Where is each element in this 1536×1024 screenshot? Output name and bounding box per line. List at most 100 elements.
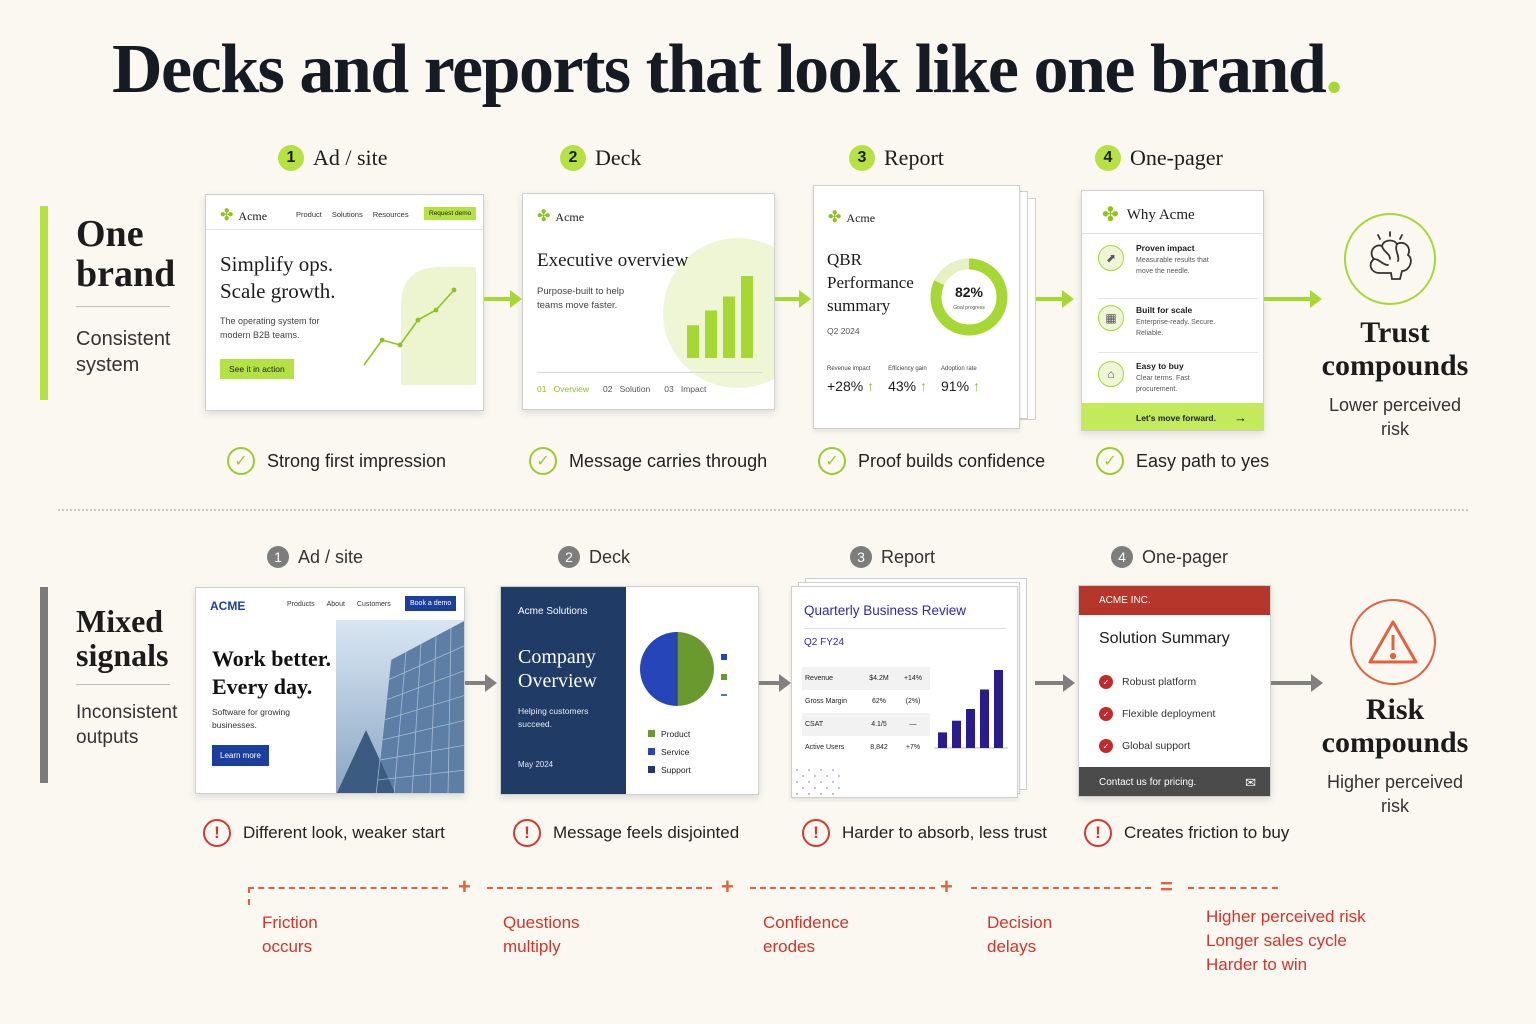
trend-point bbox=[397, 342, 403, 348]
report-period: Q2 FY24 bbox=[804, 637, 845, 648]
issue-item: ! Creates friction to buy bbox=[1084, 819, 1289, 847]
report-mockup: ✤ Acme QBR Performance summary Q2 2024 82% … bbox=[813, 185, 1020, 429]
divider bbox=[804, 628, 1006, 629]
acme-inc-header: ACME INC. bbox=[1079, 586, 1270, 615]
step-header: 2 Deck bbox=[558, 546, 630, 568]
clover-icon: ✤ bbox=[220, 207, 234, 224]
solution-summary-title: Solution Summary bbox=[1099, 630, 1230, 647]
deck-mockup-alt: Acme Solutions Company Overview Helping c… bbox=[500, 586, 759, 795]
alert-icon: ! bbox=[513, 819, 541, 847]
deck-date: May 2024 bbox=[518, 760, 554, 769]
check-item: ✓ Strong first impression bbox=[227, 447, 446, 475]
report-bar bbox=[980, 689, 989, 748]
dot-pattern bbox=[796, 769, 840, 795]
deck-body: Helping customers succeed. bbox=[518, 706, 589, 729]
row-title-one-brand: One brand bbox=[76, 213, 176, 295]
check-icon: ✓ bbox=[1099, 707, 1113, 721]
issue-item: ! Message feels disjointed bbox=[513, 819, 739, 847]
tab-divider bbox=[537, 372, 762, 373]
table-row: CSAT 4.1/5— bbox=[802, 713, 930, 736]
row-divider bbox=[76, 306, 170, 307]
metric: Adoption rate 91% ↑ bbox=[941, 366, 980, 394]
trend-point bbox=[451, 287, 457, 293]
check-icon: ✓ bbox=[529, 447, 557, 475]
report-title: Quarterly Business Review bbox=[804, 603, 967, 618]
pie-chart bbox=[640, 632, 714, 706]
see-it-in-action-button: See it in action bbox=[220, 359, 294, 379]
report-title: QBR Performance summary bbox=[827, 250, 914, 315]
section-divider bbox=[58, 509, 1468, 511]
deck-bar-chart bbox=[687, 276, 753, 358]
row-title-mixed-signals: Mixed signals bbox=[76, 603, 169, 673]
arrow-right-icon: → bbox=[1234, 410, 1247, 425]
pattern-dot bbox=[802, 775, 804, 777]
legend-swatch bbox=[721, 694, 727, 696]
ad-body: The operating system for modern B2B teams… bbox=[220, 316, 320, 340]
trend-line bbox=[363, 289, 455, 366]
clover-icon: ✤ bbox=[1102, 204, 1119, 226]
row-subtitle: Consistent system bbox=[76, 328, 171, 376]
check-icon: ✓ bbox=[1099, 675, 1113, 689]
nav-divider bbox=[206, 229, 483, 230]
request-demo-button: Request demo bbox=[424, 207, 477, 220]
list-item: ✓ Robust platform bbox=[1099, 666, 1215, 698]
pie-slice bbox=[677, 632, 714, 706]
benefit-list: ⬈ Proven impact Measurable results that mo… bbox=[1098, 243, 1258, 407]
tab-solution: 02 Solution bbox=[603, 384, 651, 394]
list-item: ✓ Flexible deployment bbox=[1099, 698, 1215, 730]
report-bar bbox=[994, 670, 1003, 748]
arrow-up-icon: ↑ bbox=[972, 378, 980, 394]
pattern-dot bbox=[838, 787, 840, 789]
step-header: 4 One-pager bbox=[1095, 145, 1223, 171]
step-header: 1 Ad / site bbox=[278, 145, 388, 171]
flow-arrow bbox=[775, 290, 811, 308]
plus-sign: + bbox=[940, 874, 953, 899]
pattern-dot bbox=[808, 781, 810, 783]
deck-tabs: 01 Overview 02 Solution 03 Impact bbox=[537, 384, 706, 394]
office-building-image bbox=[336, 620, 464, 793]
pattern-dot bbox=[796, 781, 798, 783]
home-icon: ⌂ bbox=[1098, 361, 1124, 387]
dash-line bbox=[750, 887, 935, 889]
contact-footer: Contact us for pricing. ✉ bbox=[1079, 767, 1270, 796]
why-acme-heading: ✤ Why Acme bbox=[1102, 204, 1195, 226]
legend-swatch bbox=[721, 654, 727, 660]
deck-mockup: ✤ Acme Executive overview Purpose-built t… bbox=[522, 193, 775, 410]
flow-arrow bbox=[1035, 674, 1075, 692]
outcome-title: Risk compounds bbox=[1321, 693, 1469, 759]
acme-logo: ✤ Acme bbox=[828, 209, 876, 226]
one-pager-mockup: ✤ Why Acme ⬈ Proven impact Measurable resu… bbox=[1081, 190, 1264, 431]
alert-icon: ! bbox=[1084, 819, 1112, 847]
flow-arrow bbox=[465, 674, 497, 692]
check-icon: ✓ bbox=[1096, 447, 1124, 475]
pattern-dot bbox=[826, 787, 828, 789]
pattern-dot bbox=[814, 787, 816, 789]
plus-sign: + bbox=[458, 874, 471, 899]
deck-title: Executive overview bbox=[537, 250, 689, 271]
deck-decor-circle bbox=[663, 238, 774, 388]
outcome-title: Trust compounds bbox=[1321, 316, 1469, 382]
flow-arrow bbox=[1271, 674, 1323, 692]
acme-logo: ✤ Acme bbox=[220, 207, 268, 224]
table-row: Revenue $4.2M +14% bbox=[802, 667, 930, 690]
table-row: Active Users 8,842 +7% bbox=[805, 744, 921, 751]
deck-navy-panel bbox=[501, 587, 626, 794]
donut-label: Goal progress bbox=[953, 305, 985, 311]
equation-result: Higher perceived risk Longer sales cycle H… bbox=[1206, 907, 1366, 974]
pattern-dot bbox=[796, 769, 798, 771]
row-accent-bar bbox=[40, 587, 48, 783]
pattern-dot bbox=[808, 769, 810, 771]
outcome-subtitle: Higher perceived risk bbox=[1326, 772, 1464, 816]
row-divider bbox=[76, 684, 170, 685]
deck-title: Company Overview bbox=[518, 646, 597, 692]
page-title: Decks and reports that look like one bra… bbox=[112, 31, 1343, 108]
pattern-dot bbox=[808, 793, 810, 795]
pattern-dot bbox=[820, 769, 822, 771]
clover-icon: ✤ bbox=[828, 209, 842, 226]
lets-move-forward-bar: Let's move forward. → bbox=[1082, 403, 1263, 430]
benefit-item: ⌂ Easy to buy Clear terms. Fast procuremen… bbox=[1098, 353, 1258, 407]
alert-icon: ! bbox=[203, 819, 231, 847]
flow-arrow bbox=[1264, 290, 1322, 308]
acme-wordmark: ACME bbox=[210, 599, 246, 613]
dash-line bbox=[248, 887, 448, 889]
